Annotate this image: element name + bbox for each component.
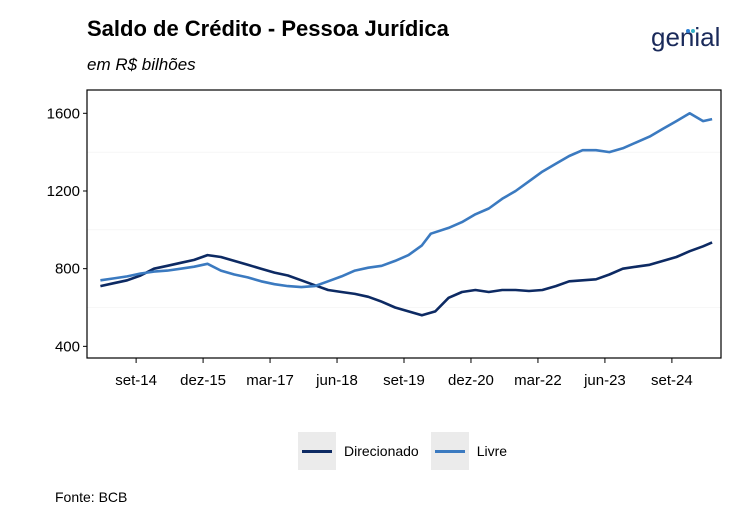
y-tick-label: 800 <box>55 261 80 278</box>
legend: Direcionado Livre <box>298 432 519 470</box>
legend-item-livre: Livre <box>430 432 508 470</box>
x-tick-label: set-14 <box>115 372 157 389</box>
genial-logo: genial <box>651 22 721 52</box>
x-tick-label: mar-22 <box>514 372 562 389</box>
x-tick-label: set-19 <box>383 372 425 389</box>
legend-key-livre <box>430 432 469 470</box>
x-tick-label: dez-20 <box>448 372 494 389</box>
x-tick-label: dez-15 <box>180 372 226 389</box>
legend-label: Livre <box>476 443 508 459</box>
x-tick-label: mar-17 <box>246 372 294 389</box>
series-line-direcionado <box>100 241 713 317</box>
chart-title: Saldo de Crédito - Pessoa Jurídica <box>87 16 449 41</box>
legend-swatch <box>434 449 465 453</box>
logo-dot <box>691 29 695 33</box>
y-tick-label: 400 <box>55 338 80 355</box>
y-tick-label: 1600 <box>47 105 80 122</box>
source-note: Fonte: BCB <box>55 489 128 505</box>
x-tick-label: jun-18 <box>315 372 358 389</box>
legend-label: Direcionado <box>344 443 419 459</box>
x-tick-label: set-24 <box>651 372 693 389</box>
legend-item-direcionado: Direcionado <box>298 432 419 470</box>
series-line-livre <box>100 112 713 289</box>
x-tick-label: jun-23 <box>583 372 626 389</box>
chart-subtitle: em R$ bilhões <box>87 55 196 74</box>
legend-key-direcionado <box>298 432 336 470</box>
legend-swatch <box>302 449 332 453</box>
logo-dots-icon <box>686 20 698 33</box>
plot-panel <box>87 90 721 358</box>
logo-dot <box>686 29 690 33</box>
y-tick-label: 1200 <box>47 183 80 200</box>
